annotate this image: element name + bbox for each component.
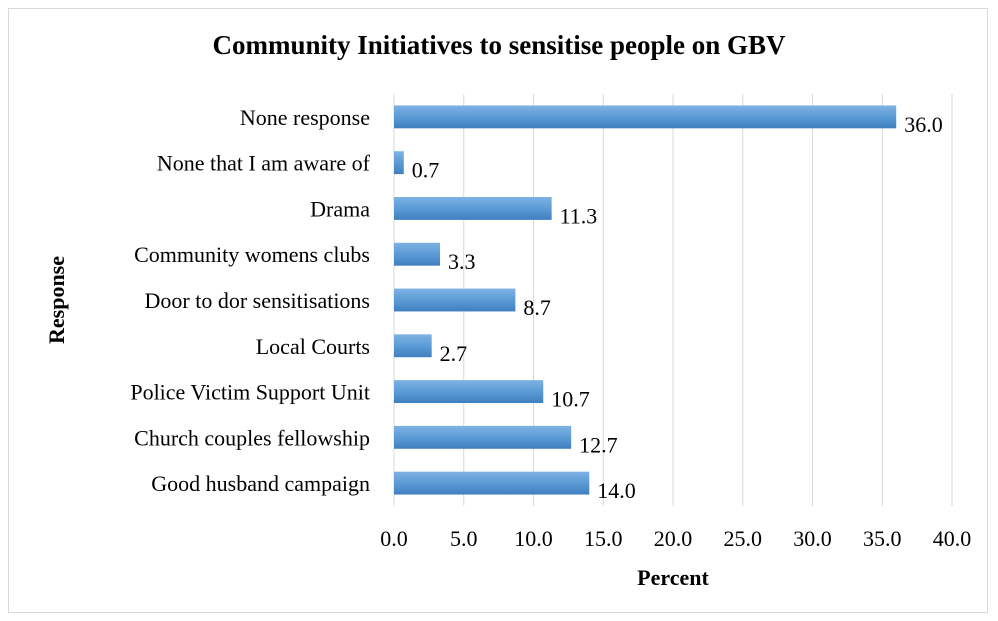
data-label: 10.7: [551, 387, 590, 412]
data-label: 14.0: [597, 478, 636, 503]
bar: [394, 471, 590, 495]
x-tick-labels: 0.0 5.0 10.0 15.0 20.0 25.0 30.0 35.0 40.0: [380, 526, 971, 551]
category-label: Drama: [310, 196, 370, 221]
category-label: Door to dor sensitisations: [145, 288, 371, 313]
x-tick-label: 40.0: [933, 526, 972, 551]
bar: [394, 288, 516, 312]
category-label: Church couples fellowship: [134, 425, 370, 450]
category-label: None response: [240, 105, 370, 130]
bar: [394, 197, 552, 220]
chart-title: Community Initiatives to sensitise peopl…: [212, 30, 786, 60]
data-label: 12.7: [579, 432, 618, 457]
x-tick-label: 25.0: [724, 526, 763, 551]
data-labels: 36.0 0.7 11.3 3.3 8.7 2.7 10.7 12.7 14.0: [412, 112, 943, 503]
data-label: 8.7: [523, 295, 551, 320]
bar: [394, 334, 432, 358]
y-axis-title: Response: [44, 256, 69, 344]
x-tick-label: 0.0: [380, 526, 408, 551]
category-label: Local Courts: [256, 334, 370, 359]
data-label: 36.0: [904, 112, 943, 137]
data-label: 2.7: [440, 341, 468, 366]
x-tick-label: 20.0: [654, 526, 693, 551]
x-tick-label: 10.0: [514, 526, 553, 551]
bar: [394, 380, 544, 403]
bar: [394, 242, 441, 266]
category-label: Community womens clubs: [134, 242, 370, 267]
category-label: None that I am aware of: [157, 151, 371, 176]
data-label: 11.3: [560, 203, 598, 228]
x-tick-label: 15.0: [584, 526, 623, 551]
bars: [394, 105, 897, 495]
category-labels: None response None that I am aware of Dram…: [130, 105, 370, 496]
bar: [394, 425, 572, 449]
data-label: 0.7: [412, 158, 440, 183]
bar: [394, 105, 897, 129]
x-tick-label: 35.0: [863, 526, 902, 551]
x-tick-label: 30.0: [793, 526, 832, 551]
x-axis-title: Percent: [637, 565, 709, 590]
bar: [394, 151, 404, 175]
data-label: 3.3: [448, 249, 476, 274]
x-tick-label: 5.0: [450, 526, 478, 551]
category-label: Good husband campaign: [151, 471, 370, 496]
category-label: Police Victim Support Unit: [130, 380, 370, 405]
